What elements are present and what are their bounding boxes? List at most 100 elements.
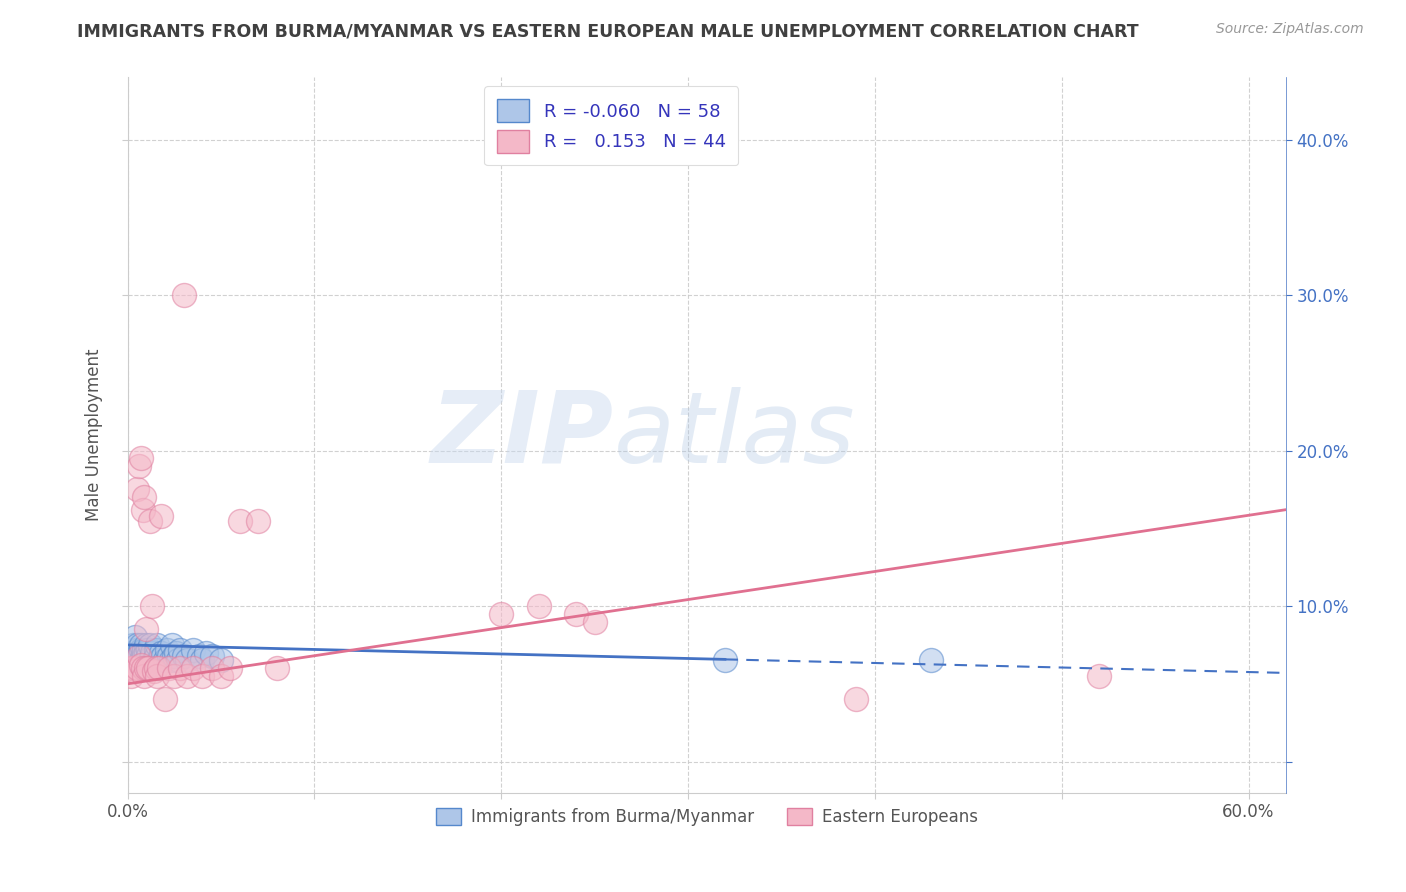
Point bbox=[139, 638, 162, 652]
Point bbox=[129, 658, 152, 673]
Point bbox=[162, 638, 184, 652]
Point bbox=[129, 653, 152, 667]
Point bbox=[134, 642, 156, 657]
Point bbox=[135, 661, 157, 675]
Point bbox=[146, 669, 169, 683]
Text: IMMIGRANTS FROM BURMA/MYANMAR VS EASTERN EUROPEAN MALE UNEMPLOYMENT CORRELATION : IMMIGRANTS FROM BURMA/MYANMAR VS EASTERN… bbox=[77, 22, 1139, 40]
Point bbox=[157, 661, 180, 675]
Point bbox=[247, 514, 270, 528]
Point bbox=[141, 648, 163, 663]
Point bbox=[527, 599, 550, 613]
Point bbox=[565, 607, 588, 621]
Point bbox=[173, 288, 195, 302]
Point bbox=[122, 661, 145, 675]
Point bbox=[157, 648, 180, 663]
Point bbox=[131, 646, 153, 660]
Point bbox=[165, 646, 187, 660]
Point bbox=[124, 665, 146, 679]
Point bbox=[191, 669, 214, 683]
Point bbox=[139, 653, 162, 667]
Point bbox=[120, 669, 142, 683]
Point bbox=[120, 653, 142, 667]
Point bbox=[136, 661, 159, 675]
Point bbox=[120, 642, 142, 657]
Point bbox=[219, 661, 242, 675]
Point bbox=[134, 648, 156, 663]
Point bbox=[176, 669, 198, 683]
Point bbox=[129, 451, 152, 466]
Text: atlas: atlas bbox=[614, 386, 856, 483]
Point bbox=[124, 630, 146, 644]
Point bbox=[139, 514, 162, 528]
Point bbox=[145, 648, 167, 663]
Point bbox=[201, 661, 224, 675]
Point bbox=[173, 648, 195, 663]
Point bbox=[124, 648, 146, 663]
Point bbox=[136, 648, 159, 663]
Point bbox=[128, 653, 150, 667]
Point bbox=[129, 642, 152, 657]
Point bbox=[583, 615, 606, 629]
Point bbox=[131, 648, 153, 663]
Legend: Immigrants from Burma/Myanmar, Eastern Europeans: Immigrants from Burma/Myanmar, Eastern E… bbox=[427, 799, 987, 834]
Point bbox=[209, 653, 232, 667]
Point bbox=[125, 661, 148, 675]
Point bbox=[714, 653, 737, 667]
Point bbox=[141, 646, 163, 660]
Point bbox=[150, 646, 173, 660]
Point bbox=[128, 648, 150, 663]
Point bbox=[136, 642, 159, 657]
Point bbox=[141, 599, 163, 613]
Point bbox=[122, 646, 145, 660]
Point bbox=[125, 642, 148, 657]
Point bbox=[145, 661, 167, 675]
Point bbox=[128, 648, 150, 663]
Point bbox=[145, 642, 167, 657]
Point bbox=[181, 642, 204, 657]
Point bbox=[131, 661, 153, 675]
Point bbox=[167, 653, 190, 667]
Point bbox=[176, 653, 198, 667]
Point bbox=[152, 648, 174, 663]
Point bbox=[118, 648, 141, 663]
Point bbox=[135, 623, 157, 637]
Point bbox=[187, 648, 209, 663]
Y-axis label: Male Unemployment: Male Unemployment bbox=[86, 349, 103, 521]
Point bbox=[491, 607, 513, 621]
Point bbox=[125, 638, 148, 652]
Point bbox=[128, 459, 150, 474]
Point bbox=[135, 653, 157, 667]
Point bbox=[150, 508, 173, 523]
Point bbox=[153, 692, 176, 706]
Point bbox=[148, 661, 170, 675]
Point bbox=[122, 648, 145, 663]
Point bbox=[1088, 669, 1111, 683]
Point bbox=[134, 669, 156, 683]
Point bbox=[124, 653, 146, 667]
Point bbox=[135, 646, 157, 660]
Point bbox=[169, 642, 191, 657]
Point bbox=[228, 514, 250, 528]
Point bbox=[920, 653, 942, 667]
Point bbox=[118, 661, 141, 675]
Point bbox=[181, 661, 204, 675]
Point bbox=[135, 638, 157, 652]
Point bbox=[169, 661, 191, 675]
Point bbox=[195, 646, 218, 660]
Text: Source: ZipAtlas.com: Source: ZipAtlas.com bbox=[1216, 22, 1364, 37]
Point bbox=[148, 653, 170, 667]
Point bbox=[131, 653, 153, 667]
Point bbox=[125, 483, 148, 497]
Point bbox=[122, 638, 145, 652]
Point bbox=[153, 653, 176, 667]
Point bbox=[128, 646, 150, 660]
Point bbox=[163, 669, 186, 683]
Point bbox=[142, 665, 165, 679]
Point bbox=[129, 638, 152, 652]
Point bbox=[845, 692, 868, 706]
Point bbox=[209, 669, 232, 683]
Point bbox=[163, 648, 186, 663]
Point bbox=[146, 638, 169, 652]
Point bbox=[134, 490, 156, 504]
Point bbox=[125, 648, 148, 663]
